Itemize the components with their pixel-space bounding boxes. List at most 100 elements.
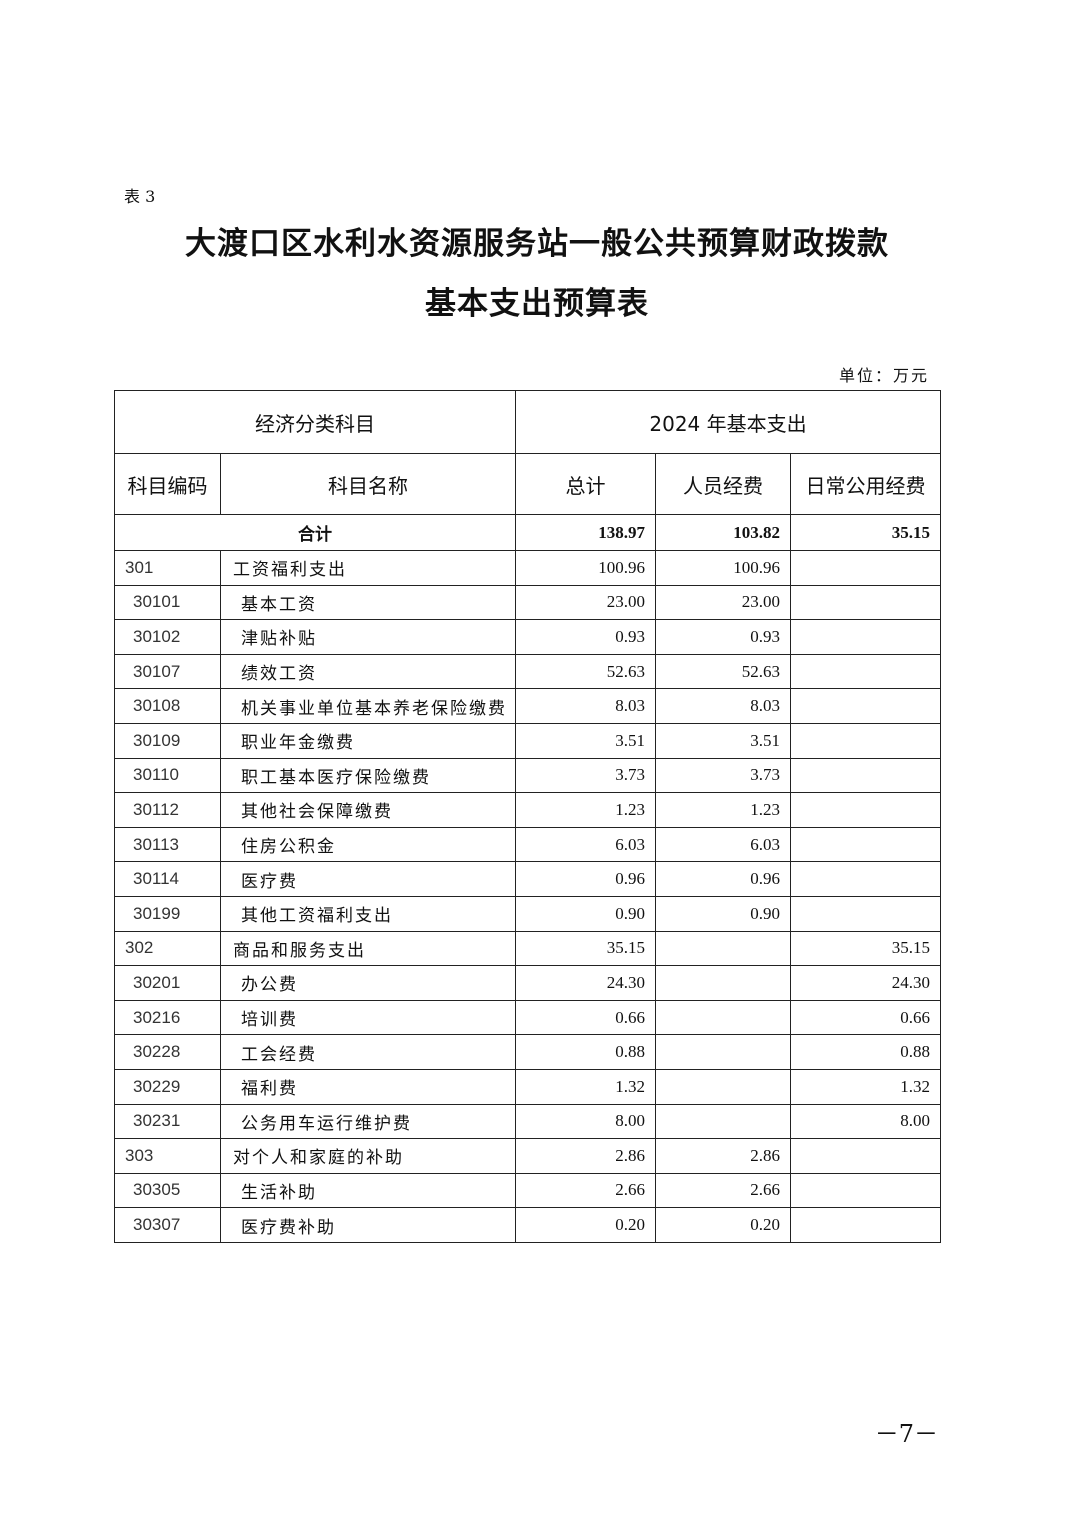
header-personnel: 人员经费: [655, 453, 791, 515]
row-total: 0.96: [515, 861, 656, 897]
table-row: 30109 职业年金缴费 3.51 3.51: [114, 722, 942, 759]
row-total: 23.00: [515, 584, 656, 621]
row-personnel: [655, 1068, 791, 1105]
table-row: 30231 公务用车运行维护费 8.00 8.00: [114, 1103, 942, 1140]
row-code: 30102: [114, 619, 221, 655]
row-code: 30110: [114, 757, 221, 794]
row-name: 绩效工资: [220, 653, 516, 690]
row-name: 其他社会保障缴费: [220, 792, 516, 828]
row-personnel: 23.00: [655, 584, 791, 621]
row-personnel: 6.03: [655, 826, 791, 863]
header-group-row: 经济分类科目 2024 年基本支出: [114, 390, 942, 454]
row-code: 30114: [114, 861, 221, 897]
row-name: 住房公积金: [220, 826, 516, 863]
header-public: 日常公用经费: [789, 453, 942, 515]
table-row: 30229 福利费 1.32 1.32: [114, 1068, 942, 1105]
row-code: 303: [114, 1138, 221, 1174]
row-total: 100.96: [515, 550, 656, 586]
row-name: 其他工资福利支出: [220, 895, 516, 932]
total-row: 合计 138.97 103.82 35.15: [114, 514, 942, 551]
row-name: 生活补助: [220, 1172, 516, 1209]
row-public: [789, 757, 942, 794]
row-personnel: 0.93: [655, 619, 791, 655]
row-personnel: 2.66: [655, 1172, 791, 1209]
table-row: 30101 基本工资 23.00 23.00: [114, 584, 942, 621]
row-personnel: 3.73: [655, 757, 791, 794]
row-name: 工资福利支出: [220, 550, 516, 586]
row-personnel: 8.03: [655, 688, 791, 724]
row-total: 0.88: [515, 1034, 656, 1070]
row-name: 职工基本医疗保险缴费: [220, 757, 516, 794]
budget-table: 经济分类科目 2024 年基本支出 科目编码 科目名称 总计 人员经费 日常公用…: [114, 390, 942, 1243]
row-total: 24.30: [515, 965, 656, 1001]
row-code: 30216: [114, 999, 221, 1036]
row-code: 30229: [114, 1068, 221, 1105]
row-public: [789, 895, 942, 932]
row-code: 30305: [114, 1172, 221, 1209]
table-row: 30307 医疗费补助 0.20 0.20: [114, 1207, 942, 1243]
row-total: 6.03: [515, 826, 656, 863]
row-public: 8.00: [789, 1103, 942, 1140]
table-row: 30112 其他社会保障缴费 1.23 1.23: [114, 792, 942, 828]
row-public: [789, 1207, 942, 1243]
document-title: 大渡口区水利水资源服务站一般公共预算财政拨款: [185, 226, 889, 262]
table-row: 30114 医疗费 0.96 0.96: [114, 861, 942, 897]
row-code: 30112: [114, 792, 221, 828]
row-public: 0.88: [789, 1034, 942, 1070]
row-public: 0.66: [789, 999, 942, 1036]
table-label: 表 3: [124, 187, 156, 206]
table-row: 303 对个人和家庭的补助 2.86 2.86: [114, 1138, 942, 1174]
row-name: 津贴补贴: [220, 619, 516, 655]
row-personnel: 0.90: [655, 895, 791, 932]
row-code: 30201: [114, 965, 221, 1001]
row-name: 基本工资: [220, 584, 516, 621]
row-public: [789, 1172, 942, 1209]
row-total: 8.03: [515, 688, 656, 724]
row-name: 公务用车运行维护费: [220, 1103, 516, 1140]
row-personnel: 2.86: [655, 1138, 791, 1174]
row-total: 0.20: [515, 1207, 656, 1243]
table-row: 302 商品和服务支出 35.15 35.15: [114, 930, 942, 967]
row-total: 2.66: [515, 1172, 656, 1209]
row-code: 30101: [114, 584, 221, 621]
row-public: [789, 653, 942, 690]
row-personnel: 0.20: [655, 1207, 791, 1243]
row-personnel: [655, 965, 791, 1001]
row-name: 医疗费补助: [220, 1207, 516, 1243]
row-code: 30231: [114, 1103, 221, 1140]
total-public: 35.15: [789, 514, 942, 551]
row-public: [789, 584, 942, 621]
total-personnel: 103.82: [655, 514, 791, 551]
row-public: 1.32: [789, 1068, 942, 1105]
table-row: 30216 培训费 0.66 0.66: [114, 999, 942, 1036]
header-code: 科目编码: [114, 453, 221, 515]
row-public: [789, 722, 942, 759]
table-row: 30102 津贴补贴 0.93 0.93: [114, 619, 942, 655]
row-total: 0.93: [515, 619, 656, 655]
row-personnel: 0.96: [655, 861, 791, 897]
table-row: 30199 其他工资福利支出 0.90 0.90: [114, 895, 942, 932]
row-code: 30199: [114, 895, 221, 932]
row-total: 1.32: [515, 1068, 656, 1105]
header-total: 总计: [515, 453, 656, 515]
header-economic-category: 经济分类科目: [114, 390, 516, 454]
row-public: [789, 826, 942, 863]
row-total: 3.51: [515, 722, 656, 759]
row-name: 对个人和家庭的补助: [220, 1138, 516, 1174]
row-name: 职业年金缴费: [220, 722, 516, 759]
row-public: [789, 550, 942, 586]
row-name: 机关事业单位基本养老保险缴费: [220, 688, 516, 724]
table-row: 30228 工会经费 0.88 0.88: [114, 1034, 942, 1070]
row-code: 30228: [114, 1034, 221, 1070]
row-public: [789, 1138, 942, 1174]
row-public: 35.15: [789, 930, 942, 967]
header-basic-expenditure: 2024 年基本支出: [514, 390, 942, 454]
row-personnel: 100.96: [655, 550, 791, 586]
table-row: 30107 绩效工资 52.63 52.63: [114, 653, 942, 690]
row-personnel: [655, 1034, 791, 1070]
header-name: 科目名称: [220, 453, 516, 515]
row-name: 商品和服务支出: [220, 930, 516, 967]
row-total: 1.23: [515, 792, 656, 828]
row-code: 301: [114, 550, 221, 586]
row-code: 30109: [114, 722, 221, 759]
